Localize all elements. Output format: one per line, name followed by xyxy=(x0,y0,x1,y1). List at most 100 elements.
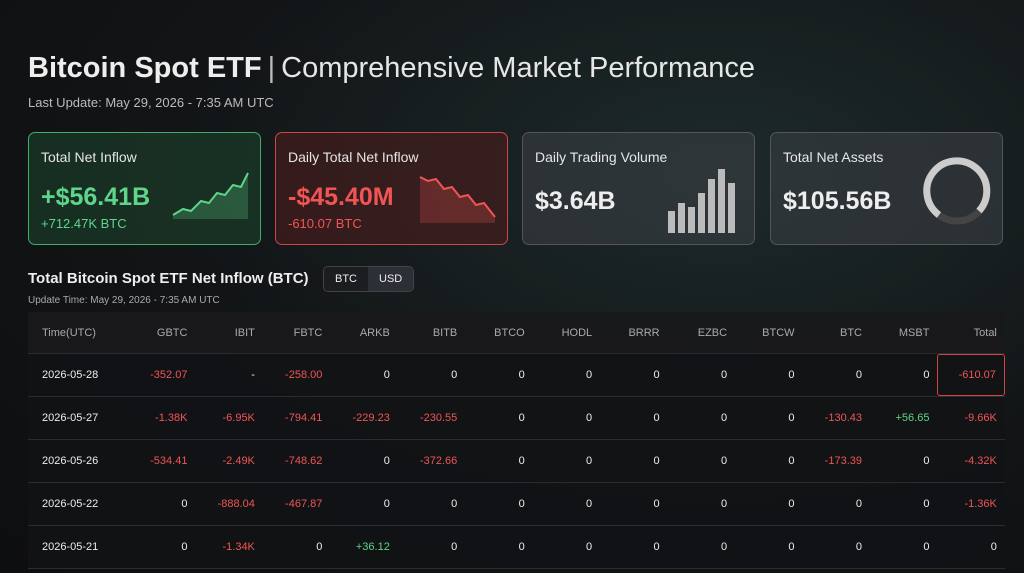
table-cell: -9.66K xyxy=(964,412,997,424)
table-cell: 0 xyxy=(451,498,458,510)
table-cell: -6.95K xyxy=(222,412,255,424)
section-title: Total Bitcoin Spot ETF Net Inflow (BTC) xyxy=(28,270,309,287)
title-bold: Bitcoin Spot ETF xyxy=(28,52,262,84)
table-cell: 0 xyxy=(788,369,795,381)
table: Time(UTC) GBTC IBIT FBTC ARKB BITB BTCO HODL BRR… xyxy=(28,312,1005,569)
table-cell: 0 xyxy=(653,541,660,553)
table-row: 2026-05-22 0 -888.04 -467.87 0 0 0 0 0 0 0 0 0 -1.36K xyxy=(28,483,1005,526)
table-cell: 0 xyxy=(788,412,795,424)
table-cell: -888.04 xyxy=(217,498,255,510)
column-header: HODL xyxy=(561,326,593,339)
column-header: Total xyxy=(973,326,997,339)
title: Bitcoin Spot ETF | Comprehensive Market Pe… xyxy=(28,52,755,84)
table-cell: 0 xyxy=(923,498,930,510)
toggle-btc[interactable]: BTC xyxy=(324,267,368,291)
table-cell: 0 xyxy=(653,412,660,424)
card-value: -$45.40M xyxy=(288,183,394,211)
table-cell: -1.38K xyxy=(155,412,188,424)
table-cell: 2026-05-28 xyxy=(42,369,99,381)
table-cell: 2026-05-22 xyxy=(42,498,99,510)
table-cell: 0 xyxy=(518,369,525,381)
table-cell: 0 xyxy=(653,498,660,510)
table-cell: -534.41 xyxy=(150,455,188,467)
card-sub: +712.47K BTC xyxy=(41,216,127,231)
table-cell: 0 xyxy=(181,498,188,510)
table-cell: 0 xyxy=(788,498,795,510)
card: Total Net Inflow +$56.41B +712.47K BTC xyxy=(28,132,261,245)
table-row: 2026-05-28 -352.07 - -258.00 0 0 0 0 0 0 0 0 0 -610.0… xyxy=(28,354,1005,397)
table-cell: 0 xyxy=(788,455,795,467)
table-cell: 0 xyxy=(518,541,525,553)
column-header: ARKB xyxy=(359,326,390,339)
table-cell: 0 xyxy=(720,498,728,510)
table-cell: 0 xyxy=(720,541,728,553)
table-cell: 0 xyxy=(653,455,660,467)
table-cell: 0 xyxy=(586,369,593,381)
table-cell: -1.36K xyxy=(964,498,997,510)
table-cell: - xyxy=(251,369,255,381)
table-cell: -748.62 xyxy=(285,455,323,467)
table-cell: 0 xyxy=(990,541,997,553)
column-header: FBTC xyxy=(293,326,323,339)
sparkline xyxy=(172,172,249,219)
bar-icon xyxy=(668,169,735,233)
table-cell: 0 xyxy=(855,498,862,510)
table-cell: 0 xyxy=(518,455,525,467)
header-row: Time(UTC) GBTC IBIT FBTC ARKB BITB BTCO HODL BRR… xyxy=(28,312,1005,354)
card-value: $3.64B xyxy=(535,187,616,215)
table-cell: -467.87 xyxy=(285,498,323,510)
last-update: Last Update: May 29, 2026 - 7:35 AM UTC xyxy=(28,95,274,110)
column-header: BTCW xyxy=(762,326,795,339)
table-cell: 0 xyxy=(855,369,862,381)
column-header: Time(UTC) xyxy=(42,326,96,339)
table-cell: 0 xyxy=(720,412,728,424)
table-cell: 2026-05-26 xyxy=(42,455,99,467)
card-value: +$56.41B xyxy=(41,183,151,211)
table-cell: 0 xyxy=(316,541,323,553)
table-cell: 0 xyxy=(518,498,525,510)
table-cell: -2.49K xyxy=(222,455,255,467)
table-cell: -230.55 xyxy=(419,412,458,424)
column-header: IBIT xyxy=(234,326,255,339)
table-cell: -258.00 xyxy=(285,369,323,381)
table-row: 2026-05-27 -1.38K -6.95K -794.41 -229.23 -230… xyxy=(28,397,1005,440)
table-cell: 0 xyxy=(586,412,593,424)
card-label: Total Net Assets xyxy=(783,149,884,165)
card: Total Net Assets $105.56B xyxy=(770,132,1003,245)
table-row: 2026-05-21 0 -1.34K 0 +36.12 0 0 0 0 0 0 0 0 0 xyxy=(28,526,1005,569)
column-header: BRRR xyxy=(628,326,660,339)
card-value: $105.56B xyxy=(783,187,892,215)
toggle-usd[interactable]: USD xyxy=(368,267,414,291)
table-cell: -794.41 xyxy=(285,412,323,424)
sparkline xyxy=(419,176,496,223)
table-cell: 0 xyxy=(720,455,728,467)
table-cell: 0 xyxy=(518,412,525,424)
card: Daily Trading Volume $3.64B xyxy=(522,132,755,245)
table-cell: 0 xyxy=(720,369,728,381)
table-cell: 0 xyxy=(855,541,862,553)
card-label: Daily Trading Volume xyxy=(535,149,668,165)
column-header: EZBC xyxy=(697,326,728,339)
table-cell: -229.23 xyxy=(352,412,390,424)
table-cell: -352.07 xyxy=(150,369,188,381)
update-time: Update Time: May 29, 2026 - 7:35 AM UTC xyxy=(28,295,220,306)
card-label: Total Net Inflow xyxy=(41,149,137,165)
column-header: BITB xyxy=(432,326,458,339)
table-cell: +56.65 xyxy=(895,412,930,424)
table-cell: -610.07 xyxy=(937,354,1005,396)
table-cell: 0 xyxy=(788,541,795,553)
table-cell: 0 xyxy=(653,369,660,381)
column-header: MSBT xyxy=(898,326,930,339)
table-cell: +36.12 xyxy=(355,541,390,553)
table-cell: 2026-05-21 xyxy=(42,541,99,553)
toggle: BTC USD xyxy=(323,266,415,292)
table-cell: -4.32K xyxy=(964,455,997,467)
table-cell: 2026-05-27 xyxy=(42,412,99,424)
table-cell: 0 xyxy=(923,541,930,553)
table-cell: -173.39 xyxy=(824,455,862,467)
table-cell: 0 xyxy=(383,455,390,467)
column-header: BTC xyxy=(839,326,862,339)
table-cell: -1.34K xyxy=(222,541,255,553)
column-header: BTCO xyxy=(494,326,525,339)
